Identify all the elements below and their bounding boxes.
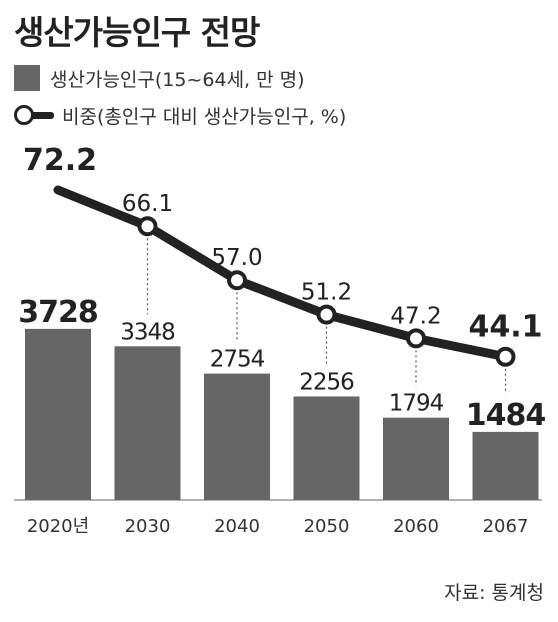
bar <box>25 328 91 500</box>
legend-bar-label: 생산가능인구(15~64세, 만 명) <box>50 68 305 91</box>
source-note: 자료: 통계청 <box>444 582 544 604</box>
line-point <box>406 328 426 349</box>
x-tick-label: 2020년 <box>27 516 89 537</box>
line-value-label: 44.1 <box>468 310 542 345</box>
legend-bar-swatch <box>14 65 40 91</box>
legend-item-bar: 생산가능인구(15~64세, 만 명) <box>14 63 305 93</box>
x-tick-label: 2030 <box>125 516 171 537</box>
line-point <box>137 216 158 237</box>
legend-item-line: 비중(총인구 대비 생산가능인구, %) <box>14 100 346 130</box>
bar-value-label: 2256 <box>299 369 354 395</box>
x-tick-label: 2067 <box>483 516 529 537</box>
bar-value-label: 3728 <box>18 295 98 330</box>
x-tick-label: 2040 <box>214 516 260 537</box>
x-tick-label: 2060 <box>393 516 439 537</box>
line-point <box>227 270 247 291</box>
x-tick-label: 2050 <box>304 516 350 537</box>
line-value-label: 57.0 <box>211 245 262 271</box>
line-value-label: 47.2 <box>390 303 441 329</box>
chart-title: 생산가능인구 전망 <box>14 13 260 52</box>
line-value-label: 66.1 <box>122 191 173 217</box>
line-point <box>316 304 337 325</box>
line-value-label: 72.2 <box>23 143 97 178</box>
bar <box>472 431 539 500</box>
legend-line-label: 비중(총인구 대비 생산가능인구, %) <box>62 105 347 128</box>
bar-value-label: 1484 <box>466 398 546 433</box>
bar-value-label: 2754 <box>210 347 265 373</box>
line-value-label: 51.2 <box>301 280 352 306</box>
bar <box>204 373 270 500</box>
legend-line-marker-icon <box>14 105 54 125</box>
line-series <box>53 185 510 362</box>
line-point <box>495 346 516 367</box>
bar <box>293 396 360 500</box>
bar <box>114 346 181 500</box>
bar-value-label: 3348 <box>120 319 175 345</box>
bar <box>383 417 449 500</box>
bar-value-label: 1794 <box>389 391 444 417</box>
